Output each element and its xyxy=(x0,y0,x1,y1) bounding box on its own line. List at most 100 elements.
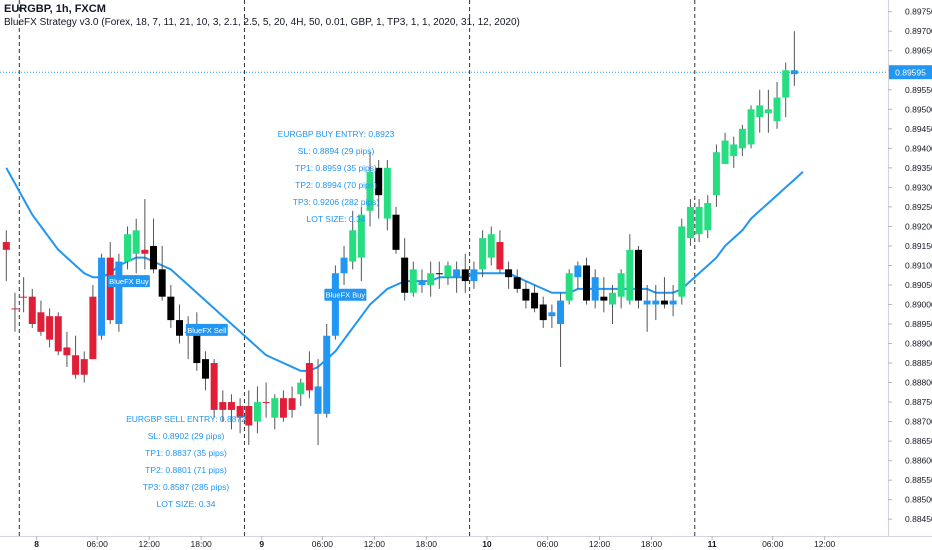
candle xyxy=(201,351,209,391)
x-tick-label: 12:00 xyxy=(139,539,161,549)
candle-body xyxy=(453,269,461,278)
candle-body xyxy=(678,226,686,297)
candle xyxy=(617,269,625,309)
candle-body xyxy=(444,265,452,278)
sell-sl-line: SL: 0.8902 (29 pips) xyxy=(147,431,225,441)
candle xyxy=(435,261,443,289)
candle-body xyxy=(738,128,746,149)
candle xyxy=(20,277,28,313)
signal-label-text: BlueFX Sell xyxy=(187,326,227,335)
candle xyxy=(531,284,539,313)
candle-body xyxy=(643,300,651,305)
candle xyxy=(28,288,36,328)
candle-body xyxy=(583,265,591,301)
candle xyxy=(453,261,461,293)
candle-body xyxy=(383,167,391,219)
buy-sl-line: SL: 0.8894 (29 pips) xyxy=(297,146,375,156)
candle-body xyxy=(539,304,547,321)
candle xyxy=(323,324,331,418)
candle-body xyxy=(409,269,417,293)
candle xyxy=(219,390,227,422)
x-tick-label: 12:00 xyxy=(589,539,611,549)
signal-label-text: BlueFX Buy xyxy=(326,291,366,300)
candle-body xyxy=(106,257,114,321)
candle xyxy=(591,269,599,309)
candle xyxy=(115,253,123,332)
signal-label-box xyxy=(185,323,228,336)
sell-entry-annotation: EURGBP SELL ENTRY: 0.8872 SL: 0.8902 (29… xyxy=(126,411,246,513)
candle xyxy=(2,230,10,282)
candle-body xyxy=(548,312,556,317)
candle xyxy=(279,390,287,422)
x-tick-label: 18:00 xyxy=(191,539,213,549)
candle-body xyxy=(54,316,62,352)
candle-body xyxy=(323,335,331,414)
x-tick-label: 06:00 xyxy=(537,539,559,549)
candle xyxy=(461,253,469,293)
candle-body xyxy=(609,292,616,305)
candle xyxy=(600,277,608,313)
candle xyxy=(236,398,244,434)
candle xyxy=(63,331,71,367)
candle xyxy=(392,206,400,254)
signal-labels: BlueFX Buy BlueFX Sell BlueFX Buy xyxy=(107,275,367,336)
candle-body xyxy=(297,382,305,395)
candle xyxy=(583,257,591,305)
price-axis-panel xyxy=(888,0,932,550)
indicator-legend[interactable]: BlueFX Strategy v3.0 (Forex, 18, 7, 11, … xyxy=(4,17,520,28)
candle xyxy=(782,62,790,118)
candle xyxy=(158,245,166,301)
candle xyxy=(227,394,235,430)
last-price-badge xyxy=(889,65,932,80)
candle-body xyxy=(375,167,383,196)
candle xyxy=(314,359,322,446)
candle-body xyxy=(2,242,10,250)
candle-body xyxy=(98,257,106,336)
x-tick-label: 06:00 xyxy=(762,539,784,549)
chart-symbol-title[interactable]: EURGBP, 1h, FXCM xyxy=(4,3,106,15)
candle xyxy=(790,31,798,86)
candle xyxy=(357,206,365,282)
candle-body xyxy=(574,265,582,278)
candle xyxy=(271,394,279,430)
candle-body xyxy=(227,402,235,410)
candle xyxy=(773,81,781,129)
candle xyxy=(626,234,634,305)
candles xyxy=(2,31,798,446)
candle xyxy=(297,378,305,406)
sell-entry-line: EURGBP SELL ENTRY: 0.8872 xyxy=(126,414,246,424)
candle xyxy=(305,351,313,399)
candle-body xyxy=(764,109,772,114)
candle xyxy=(574,261,582,289)
y-tick-label: 0.88450 xyxy=(905,514,932,524)
candle-body xyxy=(314,386,322,414)
candle-body xyxy=(349,230,357,262)
candle xyxy=(634,245,642,309)
candle xyxy=(46,308,54,348)
signal-label: BlueFX Sell xyxy=(185,323,228,336)
candle-body xyxy=(686,206,694,239)
candle-body xyxy=(37,312,45,332)
candle xyxy=(721,132,729,164)
candle-body xyxy=(669,300,677,305)
signal-label: BlueFX Buy xyxy=(324,288,367,301)
candle-body xyxy=(721,140,729,164)
candle xyxy=(150,218,158,274)
candle xyxy=(288,386,296,418)
candle xyxy=(704,195,712,239)
candle-body xyxy=(305,363,313,391)
candle xyxy=(747,105,755,149)
candle-body xyxy=(401,257,409,293)
candle xyxy=(89,284,97,360)
candle xyxy=(98,253,106,340)
candle-body xyxy=(46,316,54,340)
